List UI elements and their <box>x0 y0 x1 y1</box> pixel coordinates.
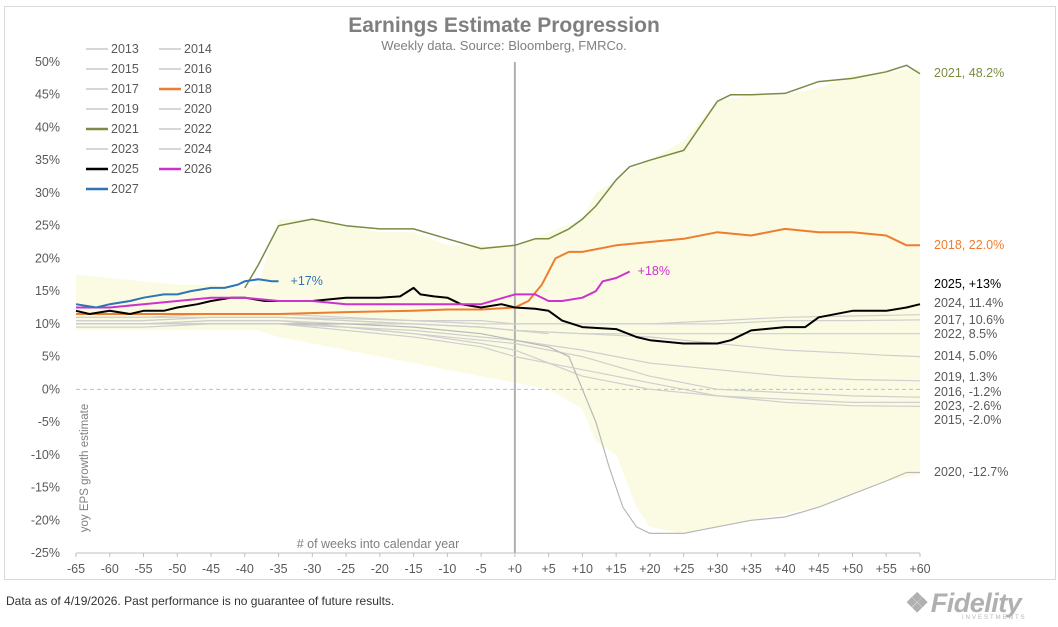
x-tick-label: -30 <box>303 562 321 576</box>
legend-label-2017: 2017 <box>111 82 139 96</box>
fidelity-logo: ❖Fidelity <box>905 588 1022 619</box>
shaded-range-band <box>76 68 920 534</box>
x-tick-label: -35 <box>270 562 288 576</box>
y-axis-label: yoy EPS growth estimate <box>79 404 91 532</box>
y-tick-label: 35% <box>35 153 60 167</box>
legend-label-2014: 2014 <box>184 42 212 56</box>
legend-label-2027: 2027 <box>111 182 139 196</box>
y-tick-label: 50% <box>35 55 60 69</box>
x-tick-label: +55 <box>876 562 897 576</box>
series-line-2026 <box>76 270 631 309</box>
x-tick-label: +20 <box>639 562 660 576</box>
chart-title: Earnings Estimate Progression <box>348 14 660 37</box>
series-line-2018 <box>76 227 920 315</box>
y-tick-label: 25% <box>35 219 60 233</box>
series-line-2027 <box>75 278 279 309</box>
series-end-label-2025: 2025, +13% <box>934 277 1001 291</box>
series-end-label-2015: 2015, -2.0% <box>934 413 1001 427</box>
x-tick-label: +5 <box>542 562 556 576</box>
x-tick-label: -40 <box>236 562 254 576</box>
fidelity-wordmark: Fidelity <box>930 588 1022 618</box>
series-line-2024 <box>76 314 921 325</box>
x-tick-label: +15 <box>606 562 627 576</box>
legend-label-2024: 2024 <box>184 142 212 156</box>
x-tick-label: -45 <box>202 562 220 576</box>
series-end-label-2022: 2022, 8.5% <box>934 327 997 341</box>
legend-label-2019: 2019 <box>111 102 139 116</box>
fidelity-sub-label: INVESTMENTS <box>962 615 1027 621</box>
x-tick-label: -15 <box>405 562 423 576</box>
y-tick-label: 0% <box>42 382 60 396</box>
y-tick-label: -15% <box>31 481 60 495</box>
legend-label-2021: 2021 <box>111 122 139 136</box>
legend-label-2018: 2018 <box>184 82 212 96</box>
legend-label-2020: 2020 <box>184 102 212 116</box>
x-tick-label: +50 <box>842 562 863 576</box>
chart-subtitle: Weekly data. Source: Bloomberg, FMRCo. <box>381 38 626 53</box>
y-tick-label: -5% <box>38 415 60 429</box>
x-tick-label: +10 <box>572 562 593 576</box>
x-tick-label: -55 <box>134 562 152 576</box>
y-tick-label: 30% <box>35 186 60 200</box>
x-tick-label: +30 <box>707 562 728 576</box>
series-end-label-2021: 2021, 48.2% <box>934 66 1004 80</box>
y-tick-label: 15% <box>35 284 60 298</box>
x-tick-label: +60 <box>909 562 930 576</box>
series-end-label-2017: 2017, 10.6% <box>934 313 1004 327</box>
legend-label-2026: 2026 <box>184 162 212 176</box>
x-tick-label: -20 <box>371 562 389 576</box>
series-line-2023 <box>76 323 921 407</box>
legend-label-2025: 2025 <box>111 162 139 176</box>
y-tick-label: 20% <box>35 251 60 265</box>
series-end-label-2024: 2024, 11.4% <box>934 296 1003 310</box>
fidelity-mark-icon: ❖ <box>905 588 929 618</box>
x-tick-label: +40 <box>774 562 795 576</box>
legend-label-2015: 2015 <box>111 62 139 76</box>
y-tick-label: -20% <box>31 513 60 527</box>
x-axis-label: # of weeks into calendar year <box>297 537 460 551</box>
series-end-label-2018: 2018, 22.0% <box>934 238 1004 252</box>
x-tick-label: -60 <box>101 562 119 576</box>
legend-label-2022: 2022 <box>184 122 212 136</box>
y-tick-label: -25% <box>31 546 60 560</box>
series-end-label-2023: 2023, -2.6% <box>934 399 1001 413</box>
x-tick-label: +25 <box>673 562 694 576</box>
y-tick-label: 10% <box>35 317 60 331</box>
x-tick-label: -10 <box>438 562 456 576</box>
x-tick-label: -50 <box>168 562 186 576</box>
x-tick-label: +35 <box>741 562 762 576</box>
footer-note: Data as of 4/19/2026. Past performance i… <box>6 594 395 608</box>
x-tick-label: -25 <box>337 562 355 576</box>
series-end-label-2027: +17% <box>291 274 323 288</box>
legend-label-2016: 2016 <box>184 62 212 76</box>
x-tick-label: +0 <box>508 562 522 576</box>
y-tick-label: 45% <box>35 88 60 102</box>
series-line-2020 <box>76 323 920 534</box>
series-end-label-2026: +18% <box>638 264 670 278</box>
y-tick-label: -10% <box>31 448 60 462</box>
series-end-label-2016: 2016, -1.2% <box>934 385 1001 399</box>
series-end-label-2019: 2019, 1.3% <box>934 370 997 384</box>
x-tick-label: -5 <box>476 562 487 576</box>
series-line-2021 <box>244 64 921 289</box>
legend-label-2013: 2013 <box>111 42 139 56</box>
chart-frame <box>4 6 1056 580</box>
y-tick-label: 40% <box>35 120 60 134</box>
y-tick-label: 5% <box>42 350 60 364</box>
x-tick-label: -65 <box>67 562 85 576</box>
series-line-2016 <box>76 320 921 398</box>
series-end-label-2014: 2014, 5.0% <box>934 349 997 363</box>
series-end-label-2020: 2020, -12.7% <box>934 465 1008 479</box>
x-tick-label: +45 <box>808 562 829 576</box>
legend-label-2023: 2023 <box>111 142 139 156</box>
